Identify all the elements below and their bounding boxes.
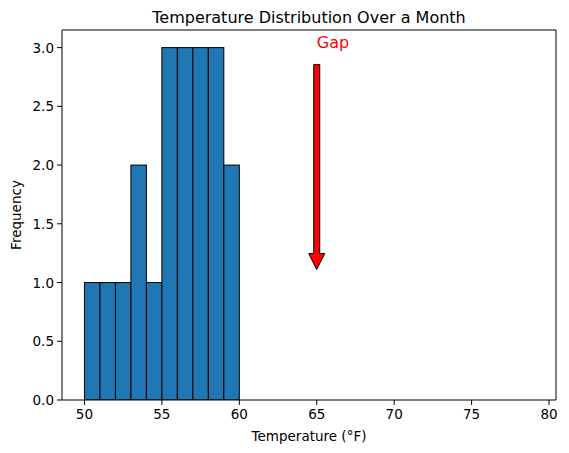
x-tick-label: 80 bbox=[540, 406, 557, 422]
y-axis-label: Frequency bbox=[8, 180, 24, 250]
x-tick bbox=[394, 400, 395, 405]
x-tick bbox=[84, 400, 85, 405]
y-tick-label: 3.0 bbox=[33, 40, 54, 56]
title: Temperature Distribution Over a Month bbox=[151, 8, 465, 27]
annotation-arrow bbox=[309, 65, 325, 270]
histogram-bar bbox=[193, 48, 208, 400]
y-tick bbox=[57, 165, 62, 166]
histogram-bar bbox=[162, 48, 177, 400]
y-tick bbox=[57, 400, 62, 401]
x-tick-label: 50 bbox=[76, 406, 93, 422]
x-tick-label: 55 bbox=[153, 406, 170, 422]
y-tick bbox=[57, 106, 62, 107]
x-axis-label: Temperature (°F) bbox=[251, 428, 367, 444]
histogram-bar bbox=[131, 165, 146, 400]
y-tick bbox=[57, 223, 62, 224]
spine-top bbox=[62, 30, 556, 31]
bars bbox=[84, 48, 239, 400]
x-tick bbox=[239, 400, 240, 405]
x-tick bbox=[316, 400, 317, 405]
y-tick bbox=[57, 47, 62, 48]
y-tick-label: 2.0 bbox=[33, 157, 54, 173]
histogram-bar bbox=[208, 48, 223, 400]
y-tick bbox=[57, 341, 62, 342]
histogram-bar bbox=[224, 165, 239, 400]
x-tick-label: 65 bbox=[308, 406, 325, 422]
axes-frame bbox=[62, 30, 556, 400]
histogram-bar bbox=[115, 283, 130, 400]
y-tick bbox=[57, 282, 62, 283]
y-tick-label: 1.0 bbox=[33, 275, 54, 291]
x-tick bbox=[471, 400, 472, 405]
spine-bottom bbox=[62, 400, 556, 401]
y-tick-label: 0.5 bbox=[33, 333, 54, 349]
histogram-bar bbox=[146, 283, 161, 400]
annotation-text: Gap bbox=[317, 33, 349, 52]
x-tick bbox=[161, 400, 162, 405]
y-tick-label: 0.0 bbox=[33, 392, 54, 408]
y-tick-label: 2.5 bbox=[33, 98, 54, 114]
x-tick-label: 70 bbox=[386, 406, 403, 422]
x-tick-label: 75 bbox=[463, 406, 480, 422]
spine-right bbox=[556, 30, 557, 400]
chart: 50 55 60 65 70 75 80 0.0 0.5 1.0 1.5 2.0 2.5 3.0 Tempe… bbox=[0, 0, 569, 453]
histogram-bar bbox=[177, 48, 192, 400]
y-tick-label: 1.5 bbox=[33, 216, 54, 232]
histogram-bar bbox=[84, 283, 99, 400]
histogram-bar bbox=[100, 283, 115, 400]
x-tick bbox=[549, 400, 550, 405]
spine-left bbox=[62, 30, 63, 400]
background bbox=[0, 0, 569, 453]
x-tick-label: 60 bbox=[231, 406, 248, 422]
